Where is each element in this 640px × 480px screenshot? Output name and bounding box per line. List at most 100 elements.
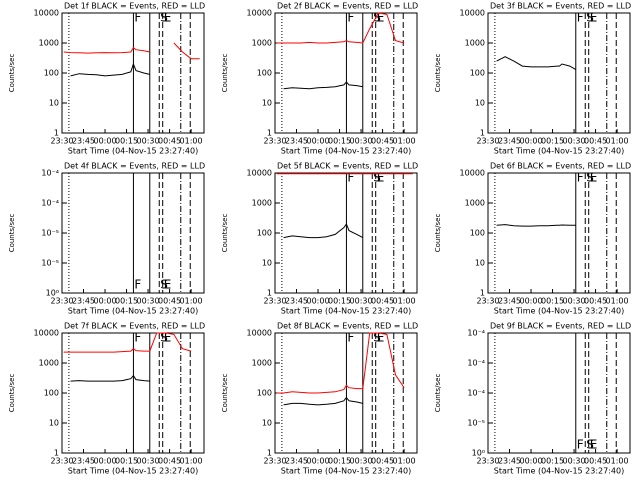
series-line [283,396,363,406]
y-axis-label: Counts/sec [434,54,442,93]
y-axis-label: Counts/sec [8,214,16,253]
y-tick-label: 10⁻⁴ [41,199,59,208]
y-tick-label: 10 [49,99,59,108]
x-tick-label: 00:00 [306,457,329,466]
event-label: F [134,278,141,292]
event-label: F [134,11,141,25]
chart-title: Det 8f BLACK = Events, RED = LLD [277,322,418,331]
x-tick-label: 00:45 [158,457,181,466]
y-tick-label: 1 [480,129,485,138]
y-tick-label: 10000 [247,9,272,18]
x-tick-label: 01:00 [393,137,416,146]
y-tick-label: 10⁻⁴ [467,329,485,338]
x-tick-label: 23:45 [285,137,308,146]
y-tick-label: 10 [49,419,59,428]
y-axis-label: Counts/sec [221,214,229,253]
x-tick-label: 00:30 [350,137,373,146]
x-tick-label: 00:15 [115,137,138,146]
y-tick-label: 10 [475,99,485,108]
x-tick-label: 01:00 [180,297,203,306]
event-label: S [160,278,168,292]
y-tick-label: 10⁻⁵ [41,259,59,268]
x-tick-label: 00:15 [115,297,138,306]
x-tick-label: 00:15 [328,137,351,146]
series-line [70,62,150,77]
x-tick-label: 00:15 [541,457,564,466]
chart-title: Det 9f BLACK = Events, RED = LLD [490,322,631,331]
chart-title: Det 6f BLACK = Events, RED = LLD [490,162,631,171]
x-tick-label: 23:45 [285,297,308,306]
chart-title: Det 4f BLACK = Events, RED = LLD [64,162,205,171]
y-tick-label: 10⁻⁴ [467,389,485,398]
y-tick-label: 1000 [39,359,59,368]
y-tick-label: 1000 [252,39,272,48]
event-label: S [373,171,381,185]
x-tick-label: 23:30 [263,297,286,306]
y-tick-label: 1000 [252,359,272,368]
event-label: F [347,11,354,25]
x-tick-label: 00:45 [371,297,394,306]
y-axis-label: Counts/sec [434,214,442,253]
y-tick-label: 100 [257,229,272,238]
y-tick-label: 10000 [34,9,59,18]
series-line [283,81,363,90]
x-tick-label: 01:00 [180,137,203,146]
x-tick-label: 23:30 [50,457,73,466]
y-tick-label: 1000 [465,39,485,48]
event-label: F [577,171,584,185]
event-label: S [160,331,168,345]
x-tick-label: 23:45 [285,457,308,466]
x-tick-label: 01:00 [393,297,416,306]
event-label: F [134,331,141,345]
y-tick-label: 10000 [247,329,272,338]
x-tick-label: 23:30 [50,137,73,146]
x-tick-label: 00:45 [584,297,607,306]
x-tick-label: 00:45 [584,457,607,466]
y-tick-label: 1 [54,129,59,138]
x-tick-label: 23:45 [72,137,95,146]
event-label: E [377,331,385,345]
y-tick-label: 1 [480,289,485,298]
x-tick-label: 00:45 [371,457,394,466]
panel: Det 7f BLACK = Events, RED = LLD Counts/s… [8,322,205,476]
chart-title: Det 5f BLACK = Events, RED = LLD [277,162,418,171]
y-tick-label: 100 [44,69,59,78]
series-line [276,332,405,394]
plot-frame [487,332,631,454]
x-tick-label: 23:30 [476,457,499,466]
y-tick-label: 10⁻⁵ [41,229,59,238]
y-axis-label: Counts/sec [8,374,16,413]
y-axis-label: Counts/sec [434,374,442,413]
y-tick-label: 1 [267,129,272,138]
event-label: F [347,331,354,345]
series-line [63,42,200,60]
x-axis-label: Start Time (04-Nov-15 23:27:40) [281,307,411,316]
x-tick-label: 23:45 [498,297,521,306]
x-tick-label: 00:30 [137,457,160,466]
y-tick-label: 100 [470,69,485,78]
x-tick-label: 23:45 [72,457,95,466]
event-label: E [590,438,598,452]
y-tick-label: 10⁰ [472,449,485,458]
y-axis-label: Counts/sec [8,54,16,93]
y-tick-label: 1 [267,289,272,298]
y-tick-label: 10 [262,419,272,428]
x-tick-label: 00:30 [563,457,586,466]
x-tick-label: 00:30 [350,457,373,466]
x-tick-label: 00:00 [519,297,542,306]
y-tick-label: 10⁻⁴ [467,359,485,368]
event-label: E [164,11,172,25]
series-line [276,12,405,44]
y-tick-label: 100 [44,389,59,398]
y-tick-label: 10000 [34,329,59,338]
chart-title: Det 7f BLACK = Events, RED = LLD [64,322,205,331]
event-label: E [164,278,172,292]
event-label: S [160,11,168,25]
y-tick-label: 1000 [252,199,272,208]
event-label: S [373,11,381,25]
x-tick-label: 01:00 [606,137,629,146]
panel: Det 1f BLACK = Events, RED = LLD Counts/s… [8,2,205,156]
y-tick-label: 100 [470,229,485,238]
panel: Det 8f BLACK = Events, RED = LLD Counts/s… [221,322,418,476]
